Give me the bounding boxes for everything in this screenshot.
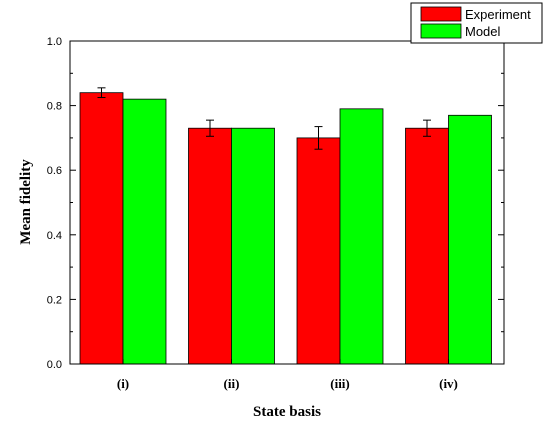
- x-axis: (i) (ii) (iii) (iv): [117, 359, 458, 391]
- y-axis-title: Mean fidelity: [18, 159, 34, 245]
- y-tick-label-2: 0.4: [47, 230, 62, 242]
- y-tick-label-0: 0.0: [47, 359, 62, 371]
- error-bar-experiment-4: [423, 119, 431, 137]
- bar-model-2: [231, 127, 275, 365]
- bar-model-4: [448, 114, 492, 365]
- error-bar-experiment-2: [206, 119, 214, 137]
- legend-label-model: Model: [465, 24, 501, 39]
- y-tick-label-1: 0.2: [47, 294, 62, 306]
- bars-layer: [79, 92, 492, 365]
- x-axis-title: State basis: [253, 404, 321, 420]
- bar-experiment-1: [79, 92, 124, 365]
- y-axis: 0.0 0.2 0.4 0.6 0.8 1.0: [47, 36, 504, 371]
- error-bar-experiment-3: [314, 126, 323, 150]
- bar-experiment-2: [188, 127, 232, 365]
- error-bars-layer: [97, 87, 431, 150]
- bar-model-3: [339, 108, 384, 365]
- legend: Experiment Model: [410, 2, 543, 44]
- y-tick-label-5: 1.0: [47, 36, 62, 48]
- legend-label-experiment: Experiment: [465, 7, 531, 22]
- error-bar-experiment-1: [97, 87, 106, 99]
- x-tick-label-3: (iii): [330, 376, 350, 391]
- y-tick-label-4: 0.8: [47, 101, 62, 113]
- x-tick-label-1: (i): [117, 376, 129, 391]
- x-tick-label-2: (ii): [224, 376, 240, 391]
- bar-experiment-3: [296, 137, 341, 365]
- legend-swatch-experiment: [420, 6, 462, 22]
- bar-experiment-4: [405, 127, 449, 365]
- legend-swatch-model: [420, 23, 462, 39]
- y-tick-label-3: 0.6: [47, 165, 62, 177]
- bar-model-1: [122, 98, 167, 365]
- x-tick-label-4: (iv): [439, 376, 458, 391]
